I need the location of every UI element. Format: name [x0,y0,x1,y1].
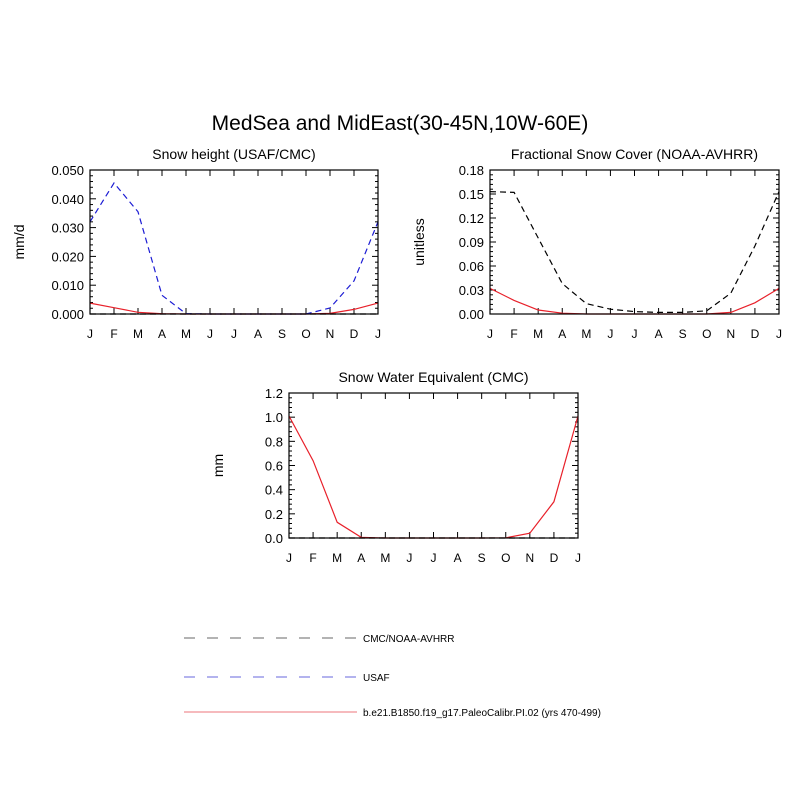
swe-xtick-label: O [501,551,510,565]
snow-height-frame [89,169,379,315]
snow-cover-series-obs-line [489,191,780,313]
snow-height-xtick-label: M [133,327,143,341]
swe-xtick-label: M [332,551,342,565]
swe-xtick-label: F [309,551,316,565]
swe-ylabel: mm [210,454,226,477]
snow-height-ytick-label: 0.030 [51,221,84,236]
snow-cover-xtick-label: J [632,327,638,341]
snow-cover-ytick-label: 0.18 [459,163,484,178]
snow-height-xtick-label: M [181,327,191,341]
snow-height-xtick-label: J [207,327,213,341]
snow-cover-ytick-label: 0.12 [459,211,484,226]
swe-ytick-label: 0.8 [265,434,283,449]
legend: CMC/NOAA-AVHRR USAF b.e21.B1850.f19_g17.Pa… [184,634,601,719]
snow-cover-xtick-label: O [702,327,711,341]
swe-xtick-label: J [431,551,437,565]
snow-cover-ytick-label: 0.09 [459,235,484,250]
swe-xtick-label: A [454,551,462,565]
swe-xtick-label: N [525,551,534,565]
snow-cover-xtick-label: J [776,327,782,341]
swe-xtick-label: J [575,551,581,565]
swe-xtick-label: J [286,551,292,565]
swe-series-model-line [288,415,579,539]
figure-title: MedSea and MidEast(30-45N,10W-60E) [212,112,589,135]
snow-cover-xtick-label: N [726,327,735,341]
snow-height-xtick-label: D [350,327,359,341]
swe-xtick-label: S [478,551,486,565]
snow-height-xtick-label: O [301,327,310,341]
swe-ytick-label: 0.0 [265,531,283,546]
snow-cover-ytick-label: 0.06 [459,259,484,274]
fractional-snow-cover-panel: Fractional Snow Cover (NOAA-AVHRR) unitle… [411,146,782,341]
snow-cover-xtick-label: M [533,327,543,341]
swe-title: Snow Water Equivalent (CMC) [338,369,528,385]
snow-cover-ylabel: unitless [411,218,427,265]
swe-ytick-label: 0.6 [265,459,283,474]
snow-height-series-usaf-line [89,181,379,315]
snow-height-ytick-label: 0.020 [51,249,84,264]
snow-height-xtick-label: J [87,327,93,341]
snow-height-ylabel: mm/d [11,225,27,260]
snow-height-title: Snow height (USAF/CMC) [152,146,315,162]
snow-height-ytick-label: 0.040 [51,192,84,207]
legend-label-2: b.e21.B1850.f19_g17.PaleoCalibr.PI.02 (y… [363,708,601,719]
swe-frame [288,392,579,539]
snow-height-xtick-label: J [375,327,381,341]
snow-cover-xtick-label: A [655,327,663,341]
snow-cover-xtick-label: D [751,327,760,341]
snow-cover-xtick-label: J [607,327,613,341]
snow-height-xtick-label: N [326,327,335,341]
snow-cover-xtick-label: F [510,327,517,341]
swe-xtick-label: A [357,551,365,565]
swe-xtick-label: D [550,551,559,565]
snow-cover-xtick-label: S [679,327,687,341]
swe-xtick-label: J [406,551,412,565]
snow-height-xtick-label: A [158,327,166,341]
snow-height-xtick-label: A [254,327,262,341]
swe-ytick-label: 1.2 [265,386,283,401]
swe-ytick-label: 1.0 [265,410,283,425]
snow-height-xtick-label: S [278,327,286,341]
swe-ytick-label: 0.4 [265,483,283,498]
snow-height-xtick-label: J [231,327,237,341]
snow-cover-ytick-label: 0.03 [459,283,484,298]
snow-water-equivalent-panel: Snow Water Equivalent (CMC) mm 0.0 0.2 0.4 0.… [210,369,581,565]
snow-height-ytick-label: 0.000 [51,307,84,322]
snow-cover-frame [489,169,780,315]
snow-cover-xtick-label: A [558,327,566,341]
swe-ytick-label: 0.2 [265,507,283,522]
snow-height-panel: Snow height (USAF/CMC) mm/d 0.000 0.010 0.02… [11,146,381,341]
snow-height-ytick-label: 0.010 [51,278,84,293]
snow-cover-ytick-label: 0.00 [459,307,484,322]
snow-cover-ytick-label: 0.15 [459,187,484,202]
snow-cover-title: Fractional Snow Cover (NOAA-AVHRR) [511,146,758,162]
snow-height-ytick-label: 0.050 [51,163,84,178]
snow-cover-xtick-label: J [487,327,493,341]
legend-label-1: USAF [363,673,390,684]
snow-cover-xtick-label: M [581,327,591,341]
snow-height-xtick-label: F [110,327,117,341]
swe-xtick-label: M [380,551,390,565]
legend-label-0: CMC/NOAA-AVHRR [363,634,454,645]
